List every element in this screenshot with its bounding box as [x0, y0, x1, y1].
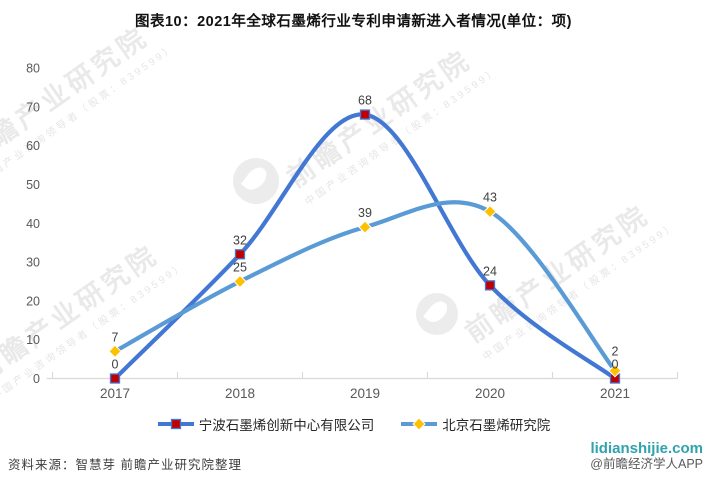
series-2-marker	[483, 204, 497, 219]
series-1-marker	[109, 373, 121, 384]
x-tick-label: 2019	[350, 386, 380, 401]
series-1-line	[112, 112, 618, 381]
site-link[interactable]: lidianshijie.com	[590, 440, 703, 457]
series-2-marker	[358, 220, 372, 234]
legend-item-series-2: 北京石墨烯研究院	[400, 414, 550, 434]
series-1-marker	[170, 418, 181, 430]
series-2-line	[112, 200, 618, 373]
data-label: 0	[612, 358, 619, 372]
series-1-marker	[234, 249, 246, 260]
y-tick-label: 40	[26, 217, 40, 231]
data-label: 43	[483, 191, 497, 205]
data-label: 7	[112, 330, 119, 344]
data-label: 39	[358, 206, 372, 220]
series-1-marker	[484, 280, 496, 291]
y-tick-label: 30	[26, 256, 40, 270]
x-tick-label: 2018	[225, 386, 255, 401]
y-tick-label: 60	[26, 139, 40, 153]
data-label: 0	[112, 358, 119, 372]
data-label: 32	[233, 233, 247, 247]
series-2-marker	[108, 344, 122, 359]
y-tick-label: 10	[26, 333, 40, 347]
legend: 宁波石墨烯创新中心有限公司 北京石墨烯研究院	[0, 414, 707, 434]
y-tick-label: 0	[33, 372, 40, 386]
data-label: 24	[483, 264, 497, 278]
y-tick-label: 80	[26, 62, 40, 76]
x-tick-label: 2017	[100, 386, 130, 401]
x-tick-label: 2020	[475, 386, 505, 401]
series-1-marker	[359, 109, 371, 120]
data-label: 68	[358, 94, 372, 108]
y-tick-label: 70	[26, 100, 40, 114]
series-2-marker	[608, 364, 622, 378]
data-label: 25	[233, 260, 247, 274]
chart-title: 图表10：2021年全球石墨烯行业专利申请新进入者情况(单位：项)	[134, 14, 573, 30]
y-tick-label: 50	[26, 178, 40, 192]
data-source-note: 资料来源：智慧芽 前瞻产业研究院整理	[8, 458, 242, 472]
app-credit: @前瞻经济学人APP	[590, 457, 703, 472]
series-1-legend-glyph	[157, 418, 194, 430]
series-2-marker	[233, 274, 247, 289]
series-2-marker	[412, 418, 426, 430]
legend-label: 北京石墨烯研究院	[442, 418, 551, 433]
legend-item-series-1: 宁波石墨烯创新中心有限公司	[157, 414, 375, 434]
y-tick-label: 20	[26, 294, 40, 308]
x-tick-label: 2021	[600, 386, 630, 401]
series-2-legend-glyph	[401, 418, 438, 430]
legend-label: 宁波石墨烯创新中心有限公司	[198, 418, 375, 433]
footer-branding: lidianshijie.com @前瞻经济学人APP	[590, 440, 703, 472]
data-label: 2	[612, 345, 619, 359]
